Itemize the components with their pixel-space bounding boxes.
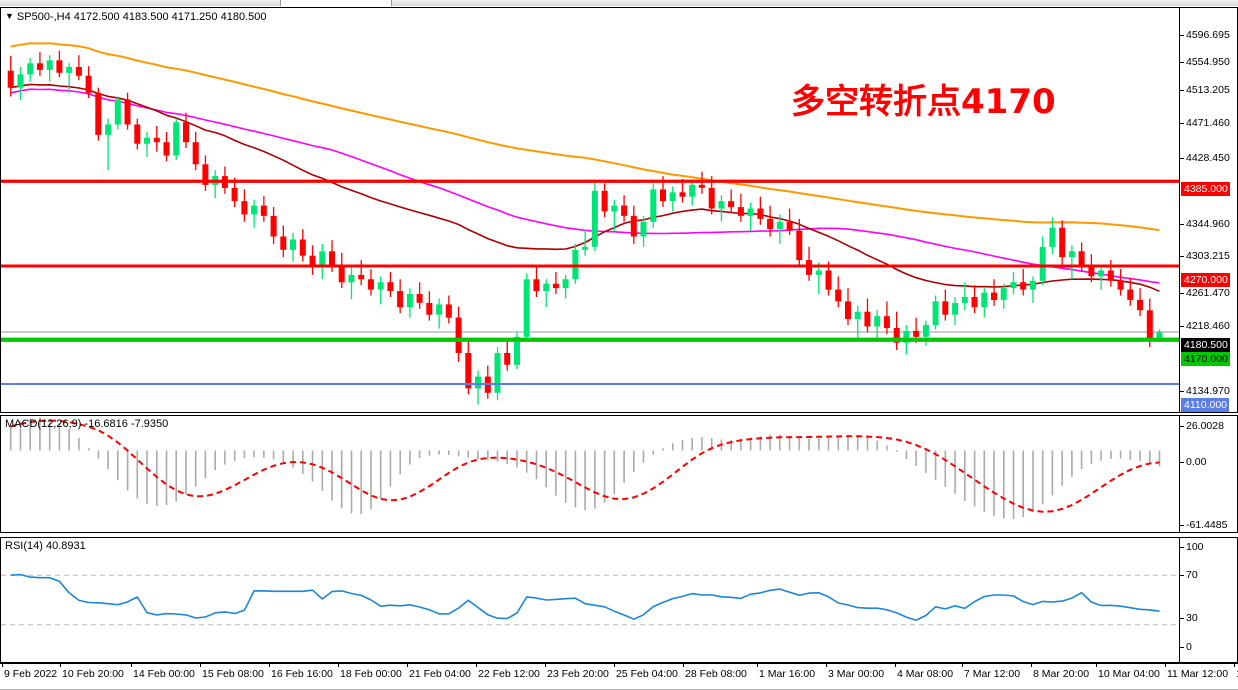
time-axis-label: 11 Mar 12:00 — [1167, 668, 1229, 680]
chart-header: ▼ SP500-,H4 4172.500 4183.500 4171.250 41… — [5, 10, 266, 23]
rsi-line — [10, 573, 1160, 621]
time-axis-tickmark — [407, 663, 408, 667]
time-axis-label: 23 Feb 20:00 — [547, 668, 609, 680]
time-axis-tickmark — [2, 663, 3, 667]
resistance-4270-badge[interactable]: 4270.000 — [1181, 273, 1230, 287]
rsi-axis-tickmark — [1180, 618, 1184, 619]
time-axis: 9 Feb 2022 10 Feb 20:00 14 Feb 00:00 15 Feb… — [0, 663, 1238, 690]
macd-axis-tick-label: -61.4485 — [1186, 519, 1228, 531]
time-axis-tickmark — [131, 663, 132, 667]
rsi-axis: 100 70 30 0 — [1180, 537, 1238, 663]
time-axis-label: 21 Feb 04:00 — [409, 668, 471, 680]
time-axis-label: 10 Feb 20:00 — [62, 668, 124, 680]
time-axis-label: 10 Mar 04:00 — [1098, 668, 1160, 680]
rsi-axis-tick-label: 100 — [1186, 541, 1204, 553]
resistance-4385-badge[interactable]: 4385.000 — [1181, 182, 1230, 196]
last-price-badge[interactable]: 4180.500 — [1181, 338, 1230, 352]
rsi-axis-tickmark — [1180, 547, 1184, 548]
time-axis-label: 18 Feb 00:00 — [340, 668, 402, 680]
time-axis-tickmark — [1031, 663, 1032, 667]
time-axis-label: 25 Feb 04:00 — [616, 668, 678, 680]
triangle-down-icon[interactable]: ▼ — [5, 11, 14, 21]
time-axis-tickmark — [545, 663, 546, 667]
time-axis-label: 1 Mar 16:00 — [759, 668, 816, 680]
price-axis-tick-label: 4218.460 — [1186, 320, 1230, 332]
time-axis-label: 9 Feb 2022 — [4, 668, 58, 680]
price-axis-tickmark — [1180, 123, 1184, 124]
rsi-axis-tick-label: 30 — [1186, 612, 1198, 624]
rsi-axis-tickmark — [1180, 575, 1184, 576]
price-axis-tickmark — [1180, 90, 1184, 91]
time-axis-tickmark — [200, 663, 201, 667]
time-axis-line — [0, 663, 1238, 664]
price-axis-tick-label: 4554.950 — [1186, 56, 1230, 68]
time-axis-label: 4 Mar 08:00 — [897, 668, 954, 680]
price-axis-tickmark — [1180, 158, 1184, 159]
price-axis-tick-label: 4428.450 — [1186, 152, 1230, 164]
macd-axis-tickmark — [1180, 462, 1184, 463]
time-axis-label: 14 Mar 16:00 — [1236, 668, 1238, 680]
time-axis-label: 22 Feb 12:00 — [478, 668, 540, 680]
time-axis-tickmark — [60, 663, 61, 667]
time-axis-label: 28 Feb 08:00 — [685, 668, 747, 680]
price-axis-tick-label: 4471.460 — [1186, 117, 1230, 129]
time-axis-tickmark — [1234, 663, 1235, 667]
price-axis-tickmark — [1180, 326, 1184, 327]
macd-pane[interactable]: MACD(12,26,9) -16.6816 -7.9350 — [0, 415, 1180, 533]
macd-signal-line — [10, 419, 1160, 513]
price-axis-tick-label: 4303.215 — [1186, 250, 1230, 262]
time-axis-label: 8 Mar 20:00 — [1033, 668, 1090, 680]
time-axis-label: 15 Feb 08:00 — [202, 668, 264, 680]
macd-axis-tickmark — [1180, 525, 1184, 526]
price-axis-tickmark — [1180, 35, 1184, 36]
price-axis-tick-label: 4134.970 — [1186, 385, 1230, 397]
macd-axis-tick-label: 26.0028 — [1186, 420, 1224, 432]
price-axis-tick-label: 4596.695 — [1186, 29, 1230, 41]
rsi-pane[interactable]: RSI(14) 40.8931 — [0, 537, 1180, 663]
time-axis-tickmark — [614, 663, 615, 667]
time-axis-label: 3 Mar 00:00 — [828, 668, 885, 680]
price-axis[interactable]: 4596.695 4554.950 4513.205 4471.460 4428.450… — [1180, 7, 1238, 429]
time-axis-tickmark — [1165, 663, 1166, 667]
time-axis-tickmark — [895, 663, 896, 667]
symbol-ohlc-label: SP500-,H4 4172.500 4183.500 4171.250 418… — [16, 11, 267, 23]
time-axis-tickmark — [1096, 663, 1097, 667]
time-axis-tickmark — [338, 663, 339, 667]
rsi-label: RSI(14) 40.8931 — [5, 540, 86, 552]
time-axis-label: 14 Feb 00:00 — [133, 668, 195, 680]
support-4110-badge[interactable]: 4110.000 — [1181, 398, 1230, 412]
chart-annotation-text: 多空转折点4170 — [791, 82, 1056, 122]
price-axis-tickmark — [1180, 62, 1184, 63]
price-axis-tick-label: 4344.960 — [1186, 218, 1230, 230]
time-axis-tickmark — [476, 663, 477, 667]
time-axis-label: 7 Mar 12:00 — [964, 668, 1021, 680]
price-axis-tick-label: 4261.470 — [1186, 287, 1230, 299]
price-axis-tickmark — [1180, 256, 1184, 257]
time-axis-tickmark — [826, 663, 827, 667]
price-axis-tick-label: 4513.205 — [1186, 84, 1230, 96]
scrollbar-thumb[interactable] — [280, 0, 392, 6]
time-axis-tickmark — [962, 663, 963, 667]
time-axis-label: 16 Feb 16:00 — [271, 668, 333, 680]
price-axis-tickmark — [1180, 391, 1184, 392]
support-4170-badge[interactable]: 4170.000 — [1181, 352, 1230, 366]
rsi-axis-tick-label: 70 — [1186, 569, 1198, 581]
time-axis-tickmark — [269, 663, 270, 667]
macd-axis: 26.0028 0.00 -61.4485 — [1180, 415, 1238, 533]
macd-axis-tick-label: 0.00 — [1186, 456, 1207, 468]
price-chart-pane[interactable]: ▼ SP500-,H4 4172.500 4183.500 4171.250 41… — [0, 7, 1180, 413]
macd-label: MACD(12,26,9) -16.6816 -7.9350 — [5, 418, 169, 430]
price-axis-tickmark — [1180, 224, 1184, 225]
rsi-axis-tickmark — [1180, 647, 1184, 648]
horizontal-scrollbar[interactable] — [0, 0, 1238, 6]
ma-long-line — [10, 42, 1160, 232]
time-axis-tickmark — [683, 663, 684, 667]
macd-axis-tickmark — [1180, 426, 1184, 427]
macd-histogram — [9, 417, 1161, 520]
price-axis-tickmark — [1180, 293, 1184, 294]
time-axis-tickmark — [757, 663, 758, 667]
rsi-axis-tick-label: 0 — [1186, 641, 1192, 653]
